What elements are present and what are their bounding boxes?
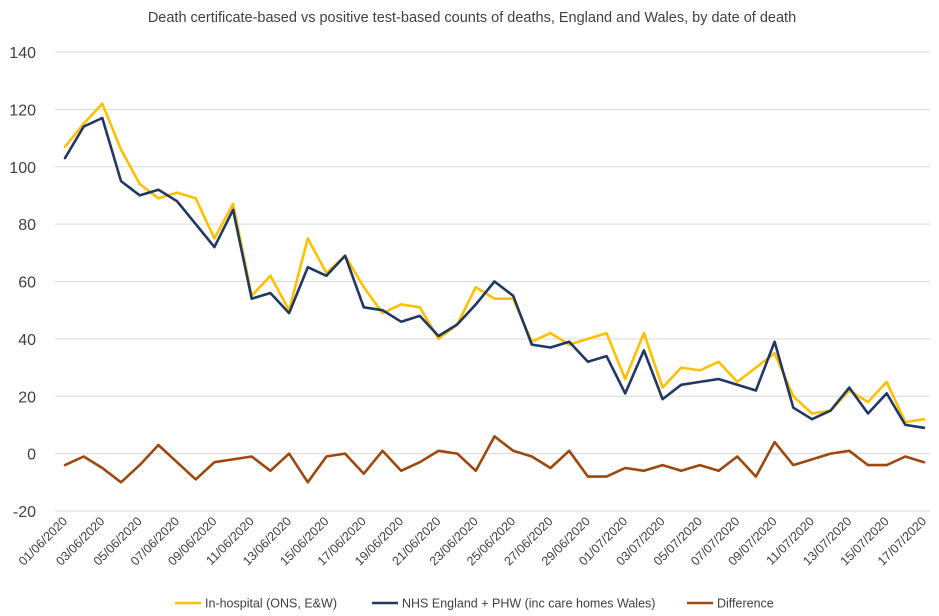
y-tick-label: 0 xyxy=(27,447,36,464)
legend-label: NHS England + PHW (inc care homes Wales) xyxy=(402,597,655,611)
series-lines xyxy=(63,102,926,484)
y-tick-label: -20 xyxy=(13,504,36,521)
y-tick-label: 60 xyxy=(18,275,36,292)
y-axis-ticks: -20 0 20 40 60 80 100 120 140 xyxy=(9,45,36,521)
y-tick-label: 140 xyxy=(9,45,36,62)
series-line-2 xyxy=(63,116,926,430)
y-tick-label: 100 xyxy=(9,160,36,177)
grid xyxy=(55,51,930,512)
legend-label: Difference xyxy=(717,597,774,611)
y-tick-label: 80 xyxy=(18,217,36,234)
legend: In-hospital (ONS, E&W) NHS England + PHW … xyxy=(175,597,774,611)
chart-title: Death certificate-based vs positive test… xyxy=(148,10,796,26)
legend-label: In-hospital (ONS, E&W) xyxy=(205,597,337,611)
x-axis-ticks: 01/06/202003/06/202005/06/202007/06/2020… xyxy=(16,514,929,568)
y-tick-label: 40 xyxy=(18,332,36,349)
series-line-3 xyxy=(63,435,926,484)
y-tick-label: 120 xyxy=(9,102,36,119)
series-line-1 xyxy=(63,102,926,424)
y-tick-label: 20 xyxy=(18,389,36,406)
